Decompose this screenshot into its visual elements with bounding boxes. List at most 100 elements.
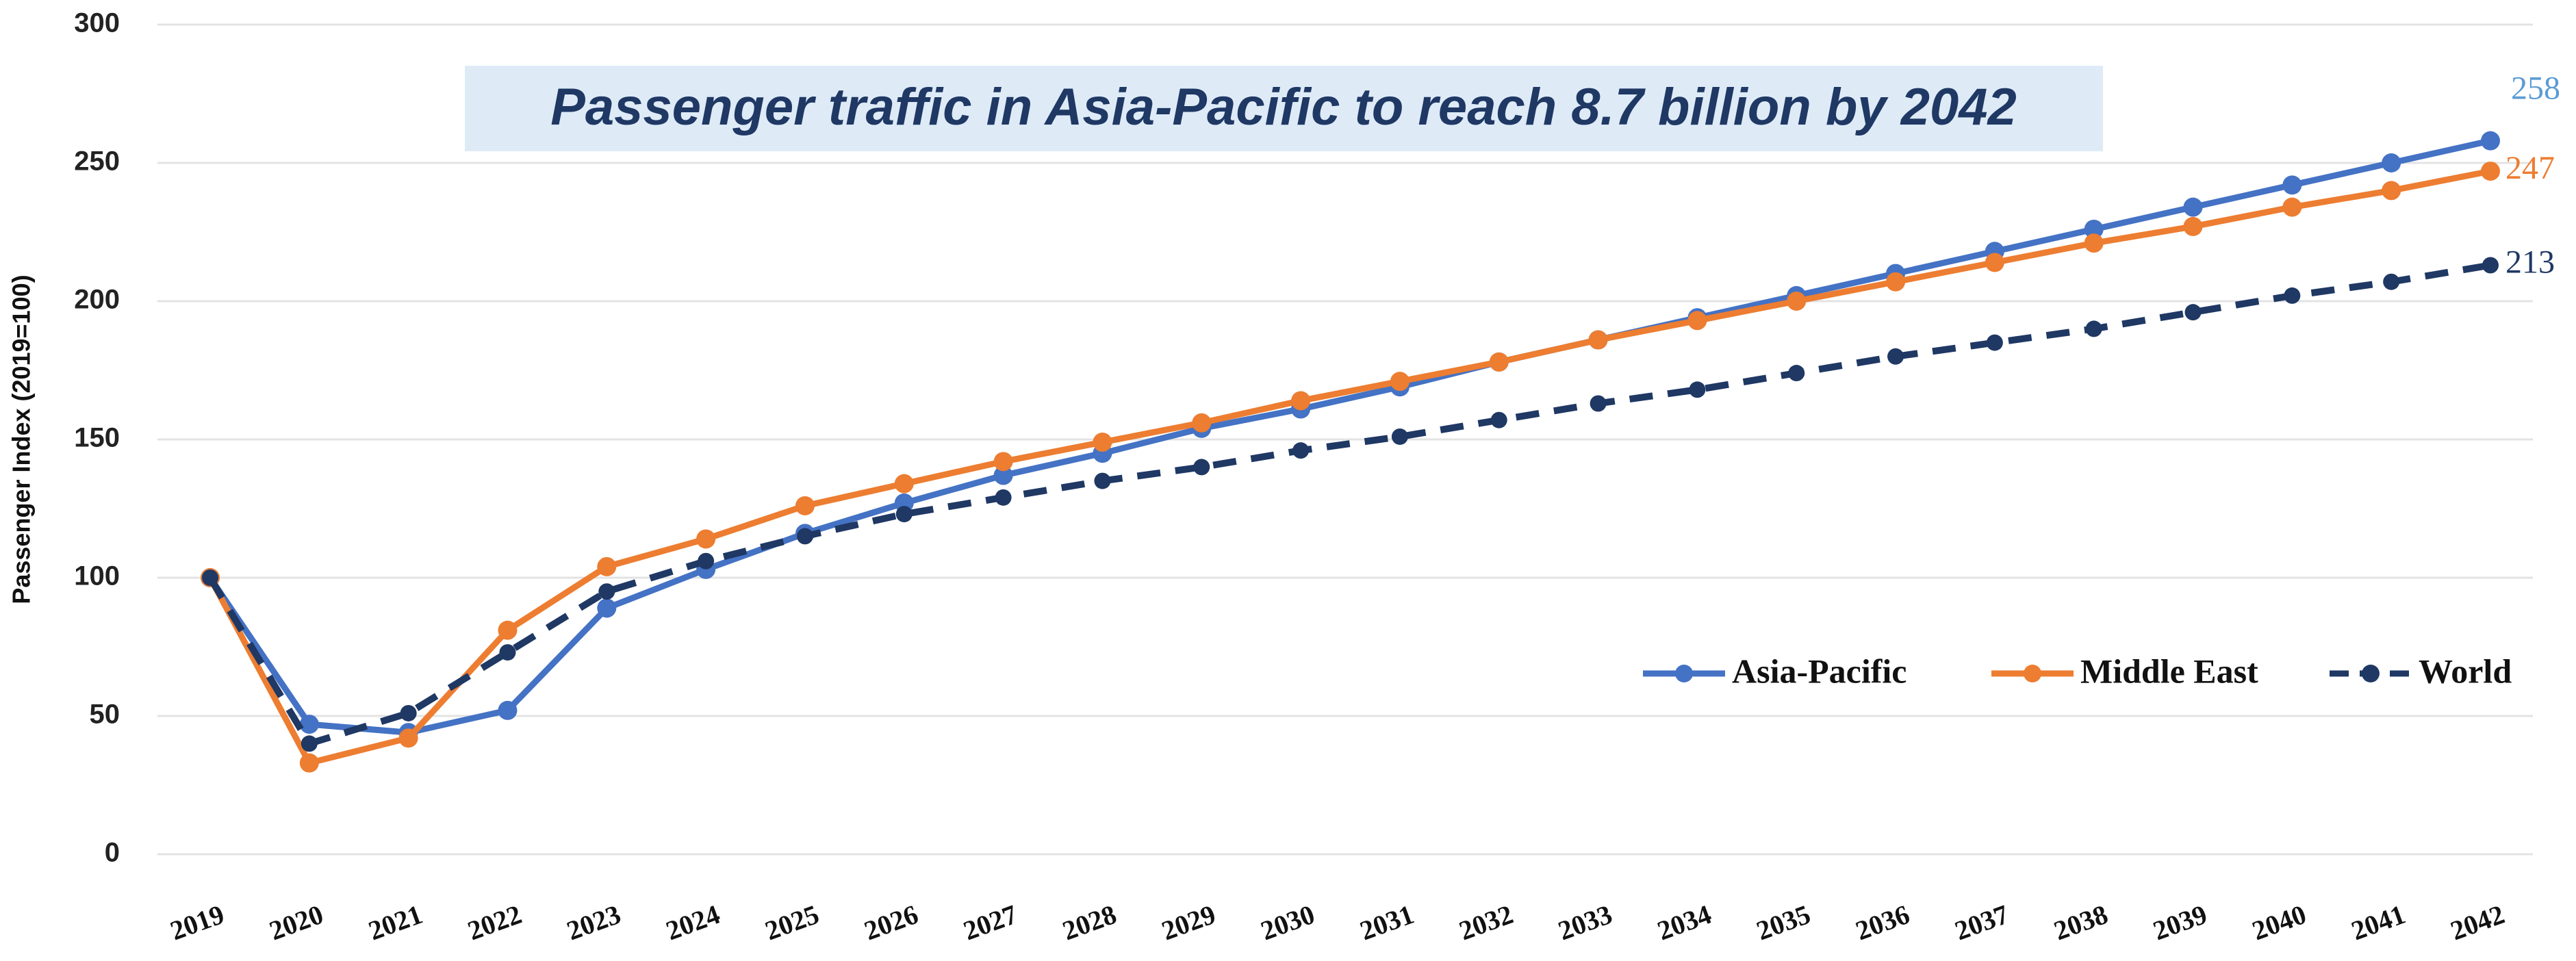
series-line [207,138,2491,736]
point [795,496,815,515]
point [1787,292,1807,311]
point [2084,219,2104,239]
point [1390,372,1410,392]
point [1588,330,1608,350]
y-tick-label: 300 [74,8,120,38]
x-tick-label: 2029 [1158,899,1220,947]
point [895,506,913,523]
point [1689,381,1706,398]
x-tick-label: 2025 [761,899,824,947]
y-tick-label: 100 [74,561,120,591]
point [1489,352,1509,372]
point [2382,153,2401,172]
value-label: 247 [2505,150,2555,186]
point [2084,233,2104,253]
y-tick-label: 0 [105,838,120,868]
point [299,715,319,734]
point [498,620,518,640]
point [1788,365,1805,382]
point [1094,472,1111,489]
point [993,465,1013,485]
point [1590,395,1607,412]
point [598,583,615,600]
x-tick-label: 2030 [1257,899,1319,947]
point [2284,287,2301,304]
x-tick-label: 2037 [1951,899,2013,947]
point [2482,257,2499,274]
point [2481,162,2500,181]
x-tick-label: 2040 [2248,899,2310,947]
x-tick-label: 2035 [1752,899,1815,947]
point [1192,413,1212,433]
point [498,700,518,720]
x-tick-label: 2026 [860,899,922,947]
x-tick-label: 2020 [265,899,327,947]
x-tick-label: 2036 [1852,899,1914,947]
x-tick-label: 2021 [364,899,426,947]
point [698,552,715,569]
point [2085,320,2102,337]
x-tick-label: 2042 [2447,899,2509,947]
legend-marker [1675,665,1693,682]
point [299,753,319,773]
point [2481,131,2500,151]
value-label: 213 [2505,244,2555,280]
point [301,735,318,752]
x-tick-label: 2039 [2149,899,2211,947]
y-axis-label: Passenger Index (2019=100) [8,274,36,604]
legend-marker [2024,665,2041,682]
x-tick-label: 2024 [662,899,724,947]
y-tick-label: 200 [74,285,120,315]
x-tick-label: 2028 [1058,899,1121,947]
point [796,528,813,545]
y-tick-label: 250 [74,146,120,177]
y-tick-label: 150 [74,423,120,453]
x-tick-label: 2031 [1356,899,1418,947]
x-tick-label: 2023 [563,899,625,947]
point [1291,391,1311,411]
point [1887,348,1904,365]
x-tick-label: 2022 [463,899,526,947]
point [1193,459,1210,476]
point [597,598,617,618]
point [202,569,218,586]
legend-label: Asia-Pacific [1732,652,1907,690]
x-tick-label: 2032 [1455,899,1517,947]
point [696,529,716,549]
point [2183,197,2203,217]
point [400,704,417,721]
point [1986,334,2003,351]
chart-title: Passenger traffic in Asia-Pacific to rea… [550,78,2017,136]
point [995,489,1012,506]
point [2183,216,2203,236]
point [1687,311,1707,331]
point [1391,428,1408,445]
x-tick-label: 2027 [959,899,1021,947]
point [2383,273,2400,290]
point [2184,304,2202,321]
legend-marker [2362,665,2380,682]
legend-label: World [2419,652,2512,690]
x-tick-label: 2034 [1653,899,1716,947]
x-tick-label: 2041 [2347,899,2410,947]
point [1886,272,1906,292]
title-box [465,66,2103,151]
point [499,644,516,661]
point [1093,433,1112,452]
point [2382,181,2401,201]
point [894,474,914,494]
x-tick-label: 2038 [2050,899,2112,947]
value-label: 258 [2511,71,2560,107]
series-line [207,261,2491,747]
point [1985,253,2004,272]
point [2282,197,2302,217]
series-line [207,168,2491,767]
point [597,556,617,576]
x-tick-label: 2019 [166,899,229,947]
x-tick-label: 2033 [1554,899,1616,947]
point [993,452,1013,472]
point [398,728,418,748]
point [1292,442,1310,459]
legend-label: Middle East [2080,652,2258,690]
